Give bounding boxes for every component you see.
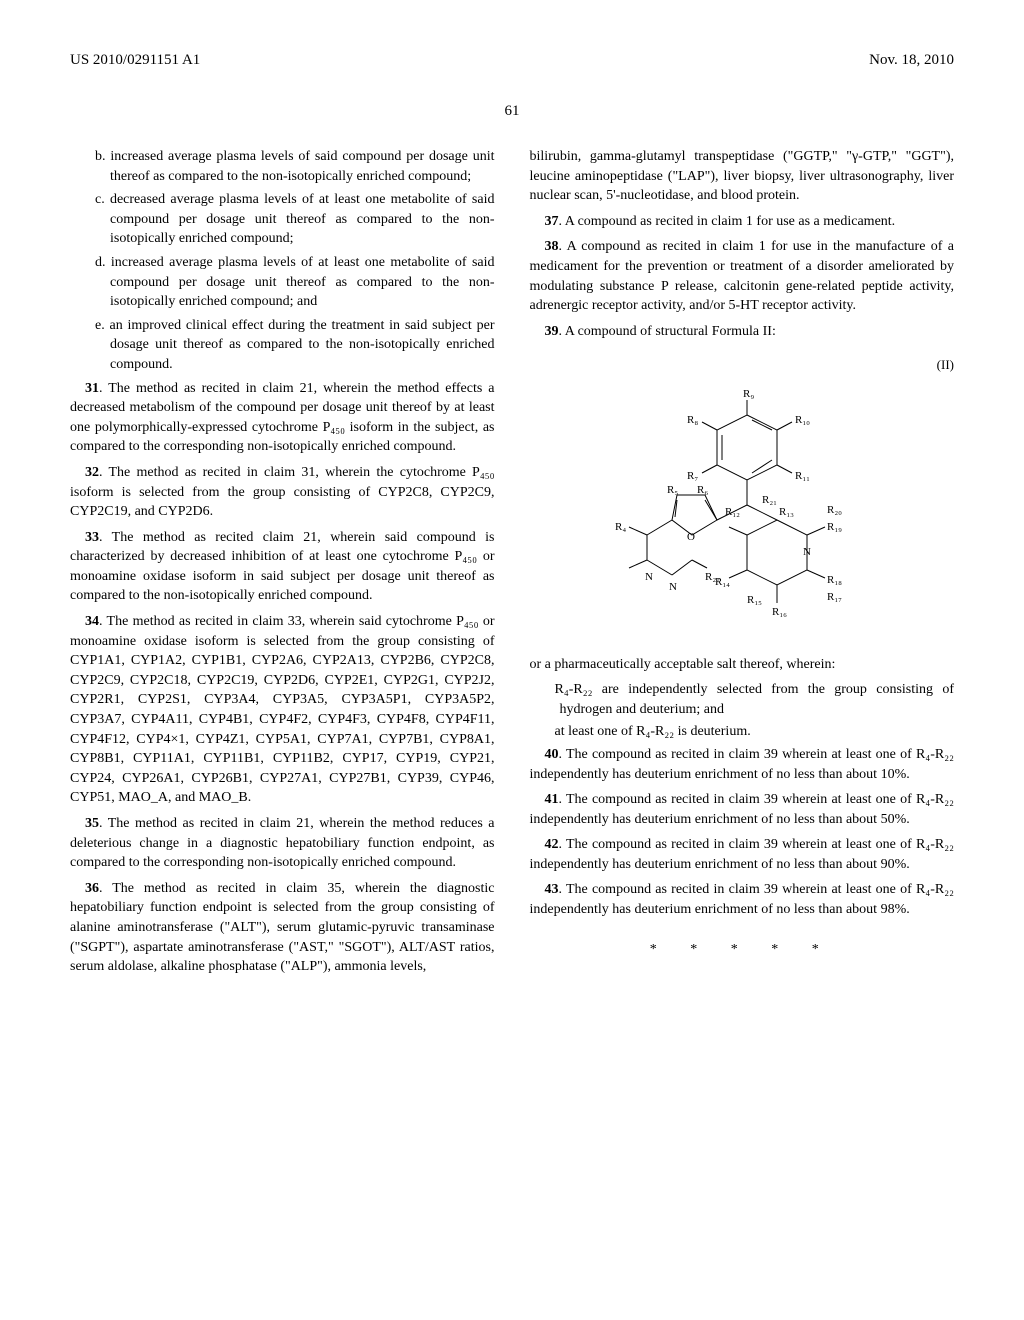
claim-num: 37 (545, 214, 559, 229)
claim-32: 32. The method as recited in claim 31, w… (70, 463, 495, 522)
claim-33: 33. The method as recited claim 21, wher… (70, 528, 495, 606)
structure-svg: R₉ R₁₀ R₁₁ R₈ R₇ R₂₁ R₁₂ R₁₃ R₂₀ R₁₉ R₁₈… (597, 385, 887, 635)
n-atom-2: N (669, 581, 677, 593)
r4-label: R₄ (615, 521, 626, 533)
sub-item-c: c. decreased average plasma levels of at… (95, 190, 495, 249)
o-atom: O (687, 531, 695, 543)
sub-at-text: at least one of R₄-R₂₂ is deuterium. (555, 722, 955, 742)
claim-42: 42. The compound as recited in claim 39 … (530, 835, 955, 874)
claim-34: 34. The method as recited in claim 33, w… (70, 612, 495, 808)
r16-label: R₁₆ (772, 606, 787, 618)
claim-35: 35. The method as recited in claim 21, w… (70, 814, 495, 873)
r19-label: R₁₉ (827, 521, 842, 533)
r7-label: R₇ (687, 470, 698, 482)
claim-text: . The method as recited in claim 33, whe… (70, 614, 495, 805)
r12-label: R₁₂ (725, 506, 740, 518)
claim-text: . The method as recited in claim 21, whe… (70, 816, 495, 870)
claim-39: 39. A compound of structural Formula II: (530, 322, 955, 342)
claim-num: 35 (85, 816, 99, 831)
claim-41: 41. The compound as recited in claim 39 … (530, 790, 955, 829)
claim-38: 38. A compound as recited in claim 1 for… (530, 237, 955, 315)
claim-text: . The method as recited in claim 21, whe… (70, 381, 495, 455)
claim-text: . A compound as recited in claim 1 for u… (559, 214, 896, 229)
claim-num: 39 (545, 324, 559, 339)
left-column: b. increased average plasma levels of sa… (70, 147, 495, 983)
claim-num: 31 (85, 381, 99, 396)
claim-text: . The compound as recited in claim 39 wh… (530, 837, 955, 872)
r13-label: R₁₃ (779, 506, 794, 518)
claim-text: . The compound as recited in claim 39 wh… (530, 882, 955, 917)
claim-num: 33 (85, 530, 99, 545)
claim-text: . The method as recited in claim 31, whe… (70, 465, 495, 519)
claim-num: 43 (545, 882, 559, 897)
sub-r-text: R₄-R₂₂ are independently selected from t… (555, 680, 955, 719)
patent-header: US 2010/0291151 A1 Nov. 18, 2010 (70, 50, 954, 71)
two-column-layout: b. increased average plasma levels of sa… (70, 147, 954, 983)
post-formula-text: or a pharmaceutically acceptable salt th… (530, 655, 955, 675)
sub-item-e: e. an improved clinical effect during th… (95, 316, 495, 375)
patent-date: Nov. 18, 2010 (869, 50, 954, 71)
claim-31: 31. The method as recited in claim 21, w… (70, 379, 495, 457)
claim-num: 42 (545, 837, 559, 852)
claim-40: 40. The compound as recited in claim 39 … (530, 745, 955, 784)
r5-label: R₅ (667, 484, 678, 496)
claim-num: 32 (85, 465, 99, 480)
r20-label: R₂₀ (827, 504, 842, 516)
r6-label: R₆ (697, 484, 708, 496)
n-atom-3: N (803, 546, 811, 558)
claim-36: 36. The method as recited in claim 35, w… (70, 879, 495, 977)
claim-text: . The method as recited claim 21, wherei… (70, 530, 495, 604)
r15-label: R₁₅ (747, 594, 762, 606)
claim-num: 34 (85, 614, 99, 629)
continuation-text: bilirubin, gamma-glutamyl transpeptidase… (530, 147, 955, 206)
claim-text: . A compound of structural Formula II: (559, 324, 776, 339)
claim-text: . The method as recited in claim 35, whe… (70, 881, 495, 974)
claim-37: 37. A compound as recited in claim 1 for… (530, 212, 955, 232)
claim-text: . The compound as recited in claim 39 wh… (530, 792, 955, 827)
page-number: 61 (70, 101, 954, 122)
r17-label: R₁₇ (827, 591, 842, 603)
n-atom-1: N (645, 571, 653, 583)
r22-label: R₂₂ (705, 571, 720, 583)
end-asterisks: * * * * * (530, 940, 955, 960)
chemical-structure: R₉ R₁₀ R₁₁ R₈ R₇ R₂₁ R₁₂ R₁₃ R₂₀ R₁₉ R₁₈… (530, 385, 955, 635)
claim-text: . A compound as recited in claim 1 for u… (530, 239, 955, 313)
claim-num: 40 (545, 747, 559, 762)
formula-label: (II) (530, 356, 955, 374)
claim-num: 38 (545, 239, 559, 254)
r9-label: R₉ (743, 388, 754, 400)
r8-label: R₈ (687, 414, 698, 426)
r11-label: R₁₁ (795, 470, 810, 482)
right-column: bilirubin, gamma-glutamyl transpeptidase… (530, 147, 955, 983)
r18-label: R₁₈ (827, 574, 842, 586)
sub-item-d: d. increased average plasma levels of at… (95, 253, 495, 312)
claim-43: 43. The compound as recited in claim 39 … (530, 880, 955, 919)
claim-num: 41 (545, 792, 559, 807)
claim-text: . The compound as recited in claim 39 wh… (530, 747, 955, 782)
patent-id: US 2010/0291151 A1 (70, 50, 200, 71)
r10-label: R₁₀ (795, 414, 810, 426)
claim-num: 36 (85, 881, 99, 896)
r21-label: R₂₁ (762, 494, 777, 506)
sub-item-b: b. increased average plasma levels of sa… (95, 147, 495, 186)
